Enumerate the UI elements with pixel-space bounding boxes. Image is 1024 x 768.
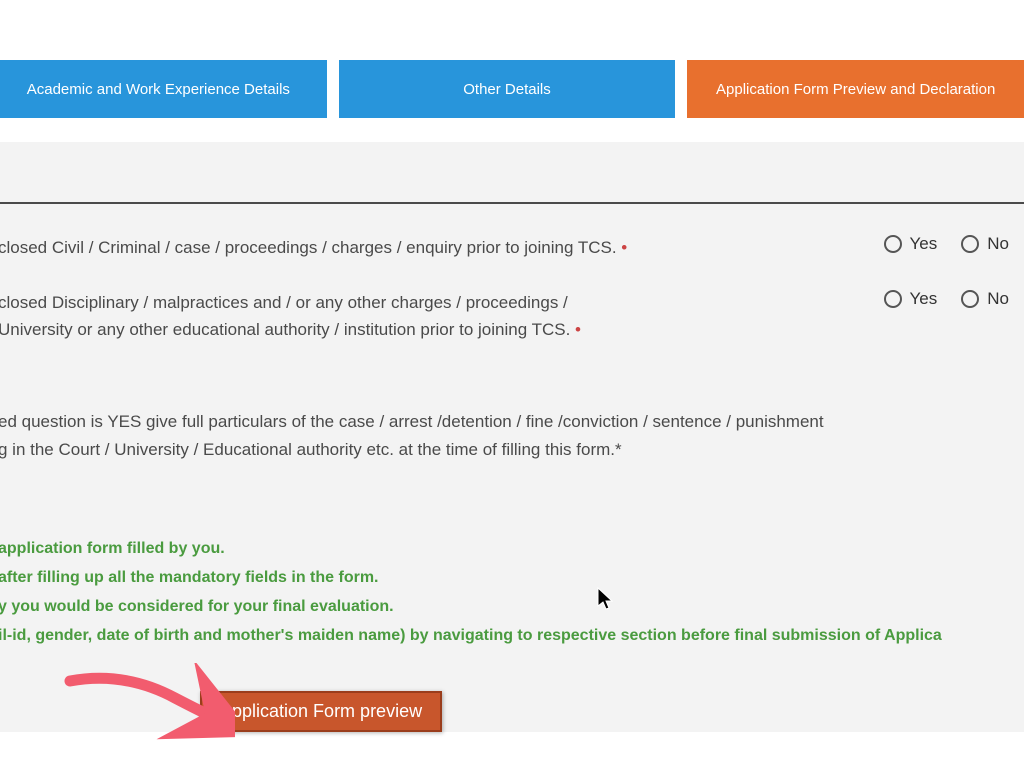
tab-label: Application Form Preview and Declaration	[716, 79, 995, 100]
radio-no-2[interactable]: No	[961, 289, 1009, 309]
notes-section: application form filled by you. after fi…	[0, 495, 1024, 731]
radio-circle-icon[interactable]	[961, 290, 979, 308]
question-row-2: closed Disciplinary / malpractices and /…	[0, 289, 1019, 343]
tab-preview-declaration[interactable]: Application Form Preview and Declaration	[687, 60, 1024, 118]
note-line-2: after filling up all the mandatory field…	[0, 564, 1019, 593]
required-asterisk: •	[570, 320, 581, 339]
instruction-line2: g in the Court / University / Educationa…	[0, 440, 622, 459]
tab-navigation: Academic and Work Experience Details Oth…	[0, 0, 1024, 118]
note-line-1: application form filled by you.	[0, 535, 1019, 564]
tab-academic-work[interactable]: Academic and Work Experience Details	[0, 60, 327, 118]
radio-circle-icon[interactable]	[884, 290, 902, 308]
radio-circle-icon[interactable]	[884, 235, 902, 253]
question-2-text: closed Disciplinary / malpractices and /…	[0, 289, 884, 343]
button-label: Application Form preview	[220, 701, 422, 721]
question-text-span2: University or any other educational auth…	[0, 320, 570, 339]
tab-label: Other Details	[463, 79, 551, 100]
green-notes-block: application form filled by you. after fi…	[0, 525, 1024, 680]
question-text-span: closed Civil / Criminal / case / proceed…	[0, 238, 617, 257]
radio-yes-1[interactable]: Yes	[884, 234, 938, 254]
instruction-block: ed question is YES give full particulars…	[0, 396, 1024, 496]
radio-label-no: No	[987, 289, 1009, 309]
divider	[0, 202, 1024, 204]
radio-group-1: Yes No	[884, 234, 1019, 254]
radio-yes-2[interactable]: Yes	[884, 289, 938, 309]
radio-label-yes: Yes	[910, 234, 938, 254]
tab-other-details[interactable]: Other Details	[339, 60, 676, 118]
radio-group-2: Yes No	[884, 289, 1019, 309]
note-line-3: y you would be considered for your final…	[0, 593, 1019, 622]
question-1-text: closed Civil / Criminal / case / proceed…	[0, 234, 884, 261]
form-content: closed Civil / Criminal / case / proceed…	[0, 142, 1024, 495]
radio-label-yes: Yes	[910, 289, 938, 309]
application-preview-button[interactable]: Application Form preview	[200, 691, 442, 732]
required-asterisk: •	[617, 238, 628, 257]
instruction-line1: ed question is YES give full particulars…	[0, 412, 824, 431]
radio-label-no: No	[987, 234, 1009, 254]
note-line-4: il-id, gender, date of birth and mother'…	[0, 622, 1019, 651]
question-row-1: closed Civil / Criminal / case / proceed…	[0, 234, 1019, 261]
questions-block: closed Civil / Criminal / case / proceed…	[0, 234, 1024, 396]
tab-label: Academic and Work Experience Details	[27, 79, 290, 100]
question-text-span: closed Disciplinary / malpractices and /…	[0, 293, 568, 312]
radio-circle-icon[interactable]	[961, 235, 979, 253]
radio-no-1[interactable]: No	[961, 234, 1009, 254]
